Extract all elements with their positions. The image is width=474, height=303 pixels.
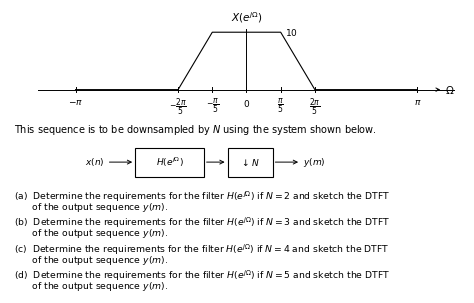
Bar [228, 148, 273, 177]
Text: $-\dfrac{2\pi}{5}$: $-\dfrac{2\pi}{5}$ [169, 97, 187, 118]
Text: $\dfrac{2\pi}{5}$: $\dfrac{2\pi}{5}$ [309, 97, 320, 118]
Text: of the output sequence $y(m)$.: of the output sequence $y(m)$. [14, 280, 168, 293]
Text: $\Omega$: $\Omega$ [445, 84, 454, 96]
Text: $\pi$: $\pi$ [414, 98, 421, 107]
Text: $-\dfrac{\pi}{5}$: $-\dfrac{\pi}{5}$ [206, 97, 219, 115]
Bar [135, 148, 204, 177]
Text: (d)  Determine the requirements for the filter $H(e^{j\Omega})$ if $N = 5$ and s: (d) Determine the requirements for the f… [14, 268, 391, 283]
Text: (c)  Determine the requirements for the filter $H(e^{j\Omega})$ if $N = 4$ and s: (c) Determine the requirements for the f… [14, 242, 390, 257]
Text: $0$: $0$ [243, 98, 250, 109]
Text: (a)  Determine the requirements for the filter $H(e^{j\Omega})$ if $N = 2$ and s: (a) Determine the requirements for the f… [14, 189, 390, 204]
Text: $\downarrow N$: $\downarrow N$ [240, 157, 260, 168]
Text: $10$: $10$ [285, 27, 298, 38]
Text: (b)  Determine the requirements for the filter $H(e^{j\Omega})$ if $N = 3$ and s: (b) Determine the requirements for the f… [14, 216, 391, 230]
Text: of the output sequence $y(m)$.: of the output sequence $y(m)$. [14, 201, 168, 214]
Text: of the output sequence $y(m)$.: of the output sequence $y(m)$. [14, 227, 168, 240]
Text: of the output sequence $y(m)$.: of the output sequence $y(m)$. [14, 254, 168, 267]
Text: $x(n)$: $x(n)$ [85, 156, 104, 168]
Text: $\dfrac{\pi}{5}$: $\dfrac{\pi}{5}$ [277, 97, 284, 115]
Text: $-\pi$: $-\pi$ [68, 98, 83, 107]
Text: This sequence is to be downsampled by $N$ using the system shown below.: This sequence is to be downsampled by $N… [14, 123, 377, 137]
Text: $H(e^{j\Omega})$: $H(e^{j\Omega})$ [155, 155, 183, 169]
Text: $y(m)$: $y(m)$ [303, 156, 326, 168]
Text: $X(e^{j\Omega})$: $X(e^{j\Omega})$ [231, 11, 262, 25]
